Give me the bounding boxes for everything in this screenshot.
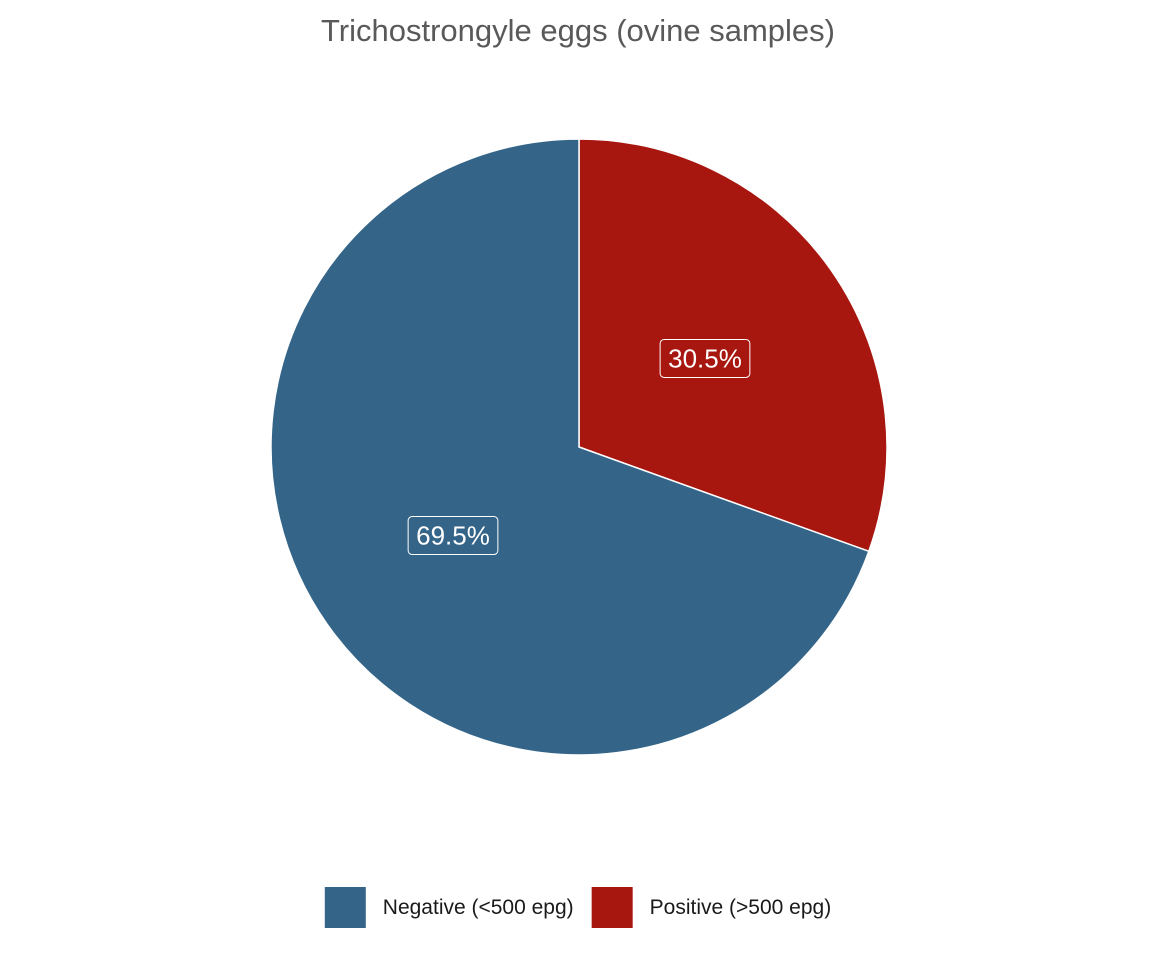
pie-slices <box>270 138 888 756</box>
legend-key <box>324 887 366 928</box>
legend: Negative (<500 epg) Positive (>500 epg) <box>324 887 832 928</box>
legend-key <box>591 887 633 928</box>
slice-label-box <box>659 338 751 378</box>
pie-slice-negative-500-epg <box>270 138 870 756</box>
slice-label-text: 69.5% <box>416 521 490 551</box>
slice-label-box <box>407 516 499 556</box>
legend-entry-positive-500-epg: Positive (>500 epg) <box>591 887 832 928</box>
pie-slice-labels: 30.5% 69.5% <box>407 338 751 556</box>
chart-title: Trichostrongyle eggs (ovine samples) <box>321 13 835 48</box>
slice-label-negative-500-epg: 69.5% <box>407 516 499 556</box>
legend-label: Positive (>500 epg) <box>650 896 832 919</box>
legend-entry-negative-500-epg: Negative (<500 epg) <box>324 887 574 928</box>
legend-label: Negative (<500 epg) <box>383 896 574 919</box>
slice-label-text: 30.5% <box>668 343 742 373</box>
slice-label-positive-500-epg: 30.5% <box>659 338 751 378</box>
